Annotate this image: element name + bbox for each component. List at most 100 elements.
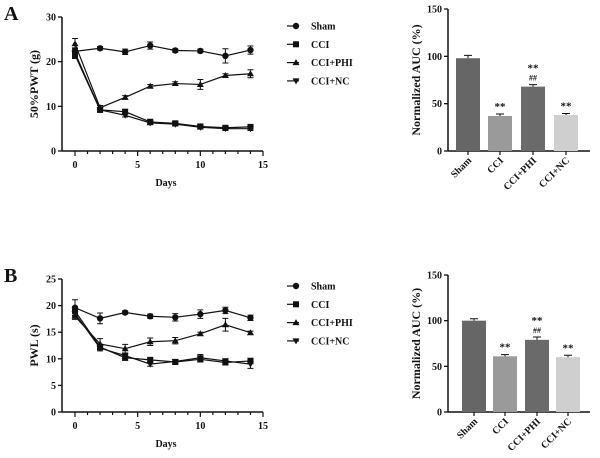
significance-stars: ** xyxy=(528,63,540,75)
bar-Sham xyxy=(462,320,486,412)
series-CCI+NC xyxy=(71,309,254,369)
series-line xyxy=(74,43,251,109)
marker-triangle-down xyxy=(96,345,104,352)
legend-label: CCI xyxy=(311,300,329,311)
legend-item: CCI+PHI xyxy=(287,58,353,69)
series-line xyxy=(74,44,251,57)
error-bar xyxy=(562,113,570,116)
error-bar xyxy=(564,354,572,358)
marker-triangle-up xyxy=(246,70,254,77)
marker-triangle-up xyxy=(221,321,229,328)
marker-triangle-down xyxy=(196,355,204,362)
marker-circle xyxy=(96,45,104,52)
marker-circle xyxy=(172,47,179,54)
series-line xyxy=(74,52,251,130)
x-tick-label: 15 xyxy=(258,421,268,432)
marker-circle xyxy=(292,22,300,30)
error-bar xyxy=(464,54,472,59)
y-tick-label: 5 xyxy=(51,381,56,392)
x-tick-label: 0 xyxy=(73,421,78,432)
legend-item: CCI xyxy=(287,40,329,51)
marker-triangle-down xyxy=(146,361,154,368)
x-tick-label: 5 xyxy=(135,160,140,171)
marker-square xyxy=(122,108,129,115)
y-tick-label: 10 xyxy=(46,354,56,365)
marker-circle xyxy=(96,315,104,322)
bar-CCI+PHI xyxy=(521,86,545,151)
marker-triangle-down xyxy=(121,112,129,119)
significance-stars: ** xyxy=(532,315,544,327)
y-tick-label: 50 xyxy=(432,99,442,110)
series-Sham xyxy=(71,41,254,64)
legend-item: Sham xyxy=(287,22,336,33)
y-tick-label: 50 xyxy=(432,362,442,373)
marker-triangle-down xyxy=(171,358,179,365)
significance-hash: ## xyxy=(533,326,541,335)
significance-stars: ** xyxy=(500,342,512,354)
marker-triangle-down xyxy=(121,353,129,360)
x-tick-label: CCI+NC xyxy=(539,416,574,451)
marker-circle xyxy=(247,314,254,322)
marker-triangle-down xyxy=(96,107,104,114)
y-tick-label: 0 xyxy=(51,408,56,419)
bar-chart: 0 50 100 150 Normalized AUC (%) Sham CCI ** CCI+… xyxy=(409,271,590,454)
marker-circle xyxy=(292,282,300,290)
y-tick-label: 0 xyxy=(51,147,56,158)
y-axis-label: Normalized AUC (%) xyxy=(409,24,423,135)
y-tick-label: 15 xyxy=(46,328,56,339)
series-CCI+NC xyxy=(71,47,254,133)
marker-triangle-up xyxy=(121,345,129,352)
y-tick-label: 30 xyxy=(46,13,56,24)
marker-triangle-up xyxy=(146,82,154,89)
marker-triangle-down xyxy=(146,120,154,127)
y-axis-label: 50%PWT (g) xyxy=(27,50,41,118)
x-axis-label: Days xyxy=(155,178,176,189)
bar-CCI xyxy=(493,356,517,412)
panel-label: A xyxy=(4,3,19,25)
marker-circle xyxy=(147,313,154,320)
x-tick-label: 10 xyxy=(195,160,205,171)
x-tick-label: 5 xyxy=(135,421,140,432)
y-tick-label: 150 xyxy=(427,271,442,282)
x-tick-label: Sham xyxy=(449,155,475,181)
marker-triangle-up xyxy=(121,93,129,100)
legend-label: CCI xyxy=(311,40,329,51)
marker-circle xyxy=(172,314,179,321)
marker-triangle-up xyxy=(196,80,204,87)
marker-square xyxy=(293,301,299,308)
series-line xyxy=(74,313,251,365)
marker-triangle-down xyxy=(196,124,204,131)
bar-CCI+PHI xyxy=(525,339,549,412)
y-tick-label: 100 xyxy=(427,52,442,63)
y-tick-label: 0 xyxy=(437,408,442,419)
marker-triangle-up xyxy=(292,319,300,326)
x-tick-label: 15 xyxy=(258,160,268,171)
bar-CCI+NC xyxy=(556,357,580,412)
marker-triangle-up xyxy=(221,72,229,79)
legend-label: CCI+PHI xyxy=(311,318,353,329)
marker-triangle-down xyxy=(221,358,229,365)
marker-triangle-up xyxy=(196,330,204,337)
significance-hash: ## xyxy=(529,74,537,83)
marker-circle xyxy=(222,52,229,60)
x-tick-label: CCI+NC xyxy=(537,155,572,190)
marker-triangle-up xyxy=(146,338,154,345)
x-tick-label: Sham xyxy=(455,416,481,442)
series-Sham xyxy=(71,299,254,325)
marker-triangle-down xyxy=(292,78,300,85)
bar-CCI+NC xyxy=(554,115,578,151)
significance-stars: ** xyxy=(495,101,507,113)
x-tick-label: CCI+PHI xyxy=(506,416,543,453)
line-chart: 0 10 20 30 0 5 10 15 Days 50%PWT (g) Sham CCI CCI+PH… xyxy=(27,13,353,190)
marker-triangle-up xyxy=(71,40,79,47)
marker-circle xyxy=(197,47,204,55)
legend-item: CCI+NC xyxy=(287,336,349,347)
x-axis-label: Days xyxy=(155,439,176,450)
marker-triangle-down xyxy=(221,126,229,133)
marker-triangle-up xyxy=(171,80,179,87)
marker-circle xyxy=(121,309,129,316)
marker-triangle-down xyxy=(246,361,254,368)
marker-triangle-down xyxy=(171,121,179,128)
y-tick-label: 150 xyxy=(427,5,442,16)
